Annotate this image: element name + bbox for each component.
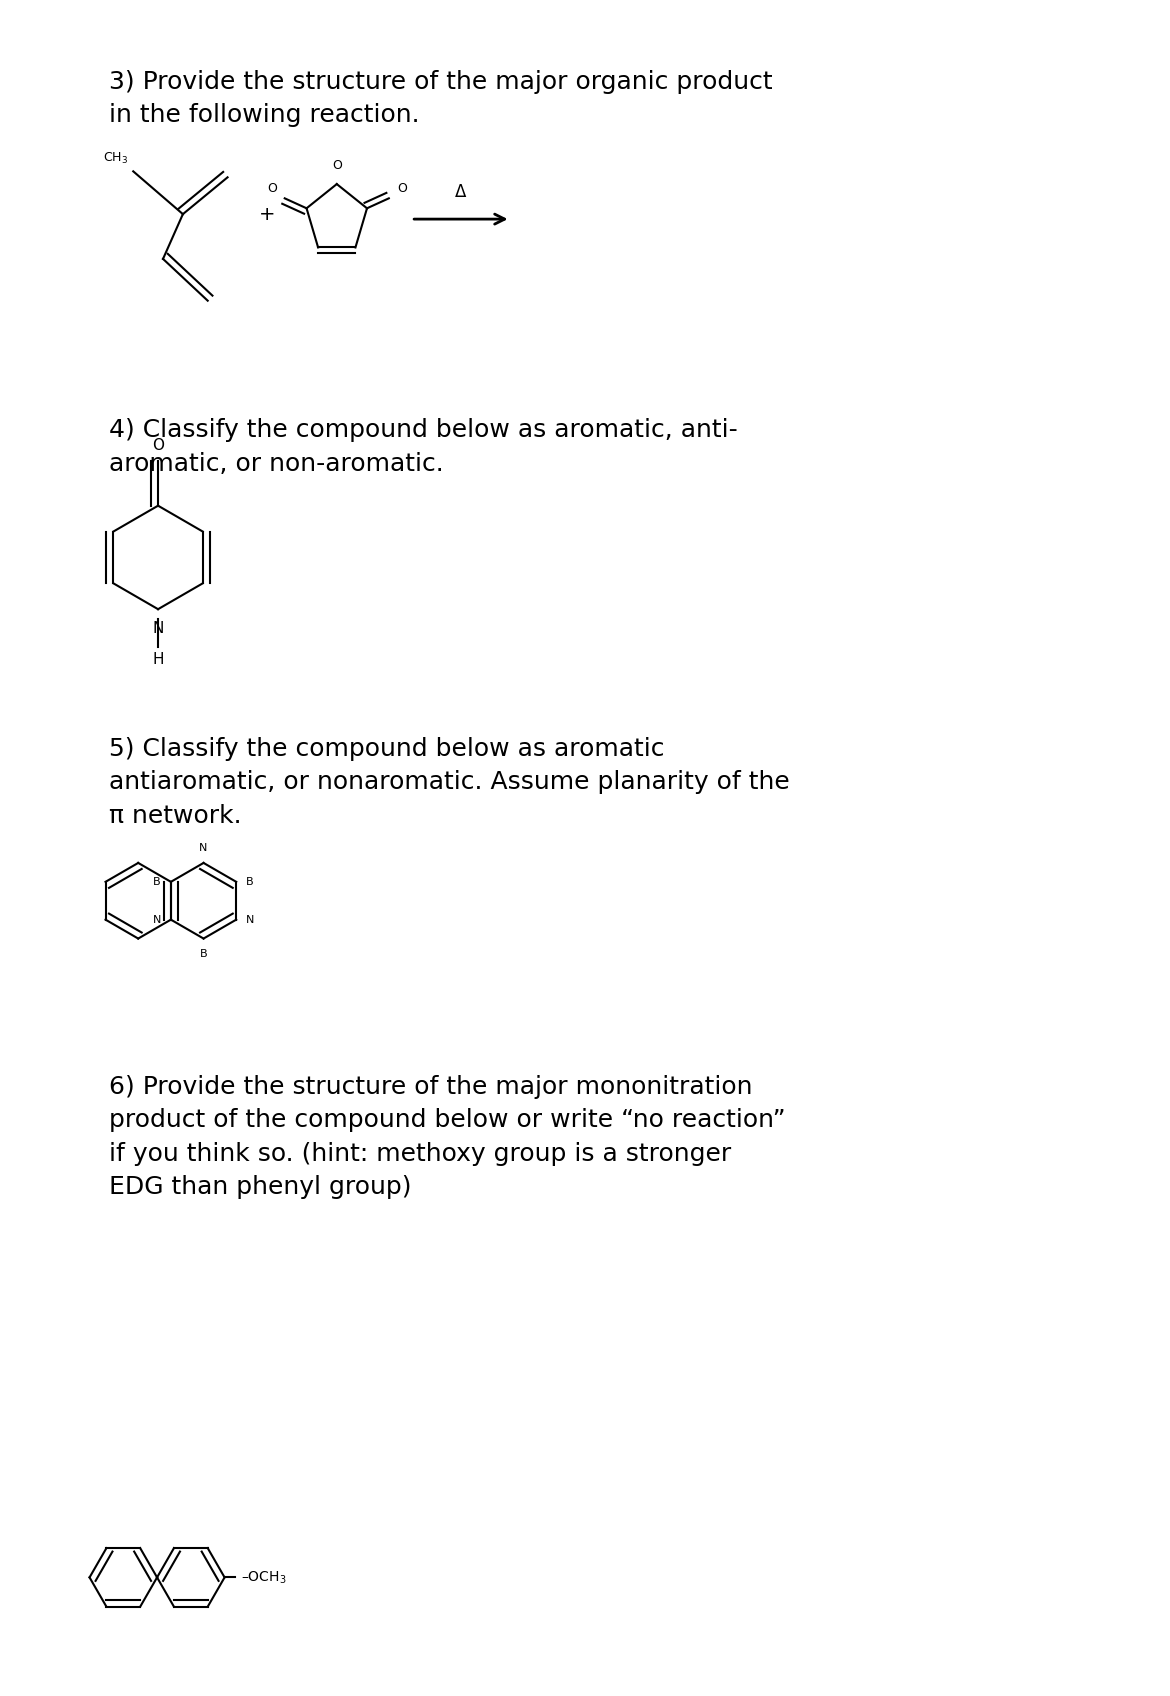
Text: 5) Classify the compound below as aromatic
antiaromatic, or nonaromatic. Assume : 5) Classify the compound below as aromat… (109, 736, 790, 828)
Text: 6) Provide the structure of the major mononitration
product of the compound belo: 6) Provide the structure of the major mo… (109, 1075, 785, 1199)
Text: –OCH$_3$: –OCH$_3$ (241, 1569, 287, 1586)
Text: N: N (152, 914, 161, 924)
Text: +: + (259, 205, 275, 224)
Text: B: B (246, 877, 254, 887)
Text: B: B (153, 877, 161, 887)
Text: H: H (152, 651, 164, 667)
Text: Δ: Δ (455, 183, 467, 202)
Text: 3) Provide the structure of the major organic product
in the following reaction.: 3) Provide the structure of the major or… (109, 70, 772, 127)
Text: N: N (152, 621, 164, 636)
Text: CH$_3$: CH$_3$ (103, 151, 129, 166)
Text: N: N (199, 843, 208, 853)
Text: B: B (200, 948, 207, 958)
Text: 4) Classify the compound below as aromatic, anti-
aromatic, or non-aromatic.: 4) Classify the compound below as aromat… (109, 419, 737, 475)
Text: O: O (397, 183, 407, 195)
Text: N: N (246, 914, 255, 924)
Text: O: O (152, 438, 164, 453)
Text: O: O (332, 159, 342, 171)
Text: O: O (267, 183, 277, 195)
